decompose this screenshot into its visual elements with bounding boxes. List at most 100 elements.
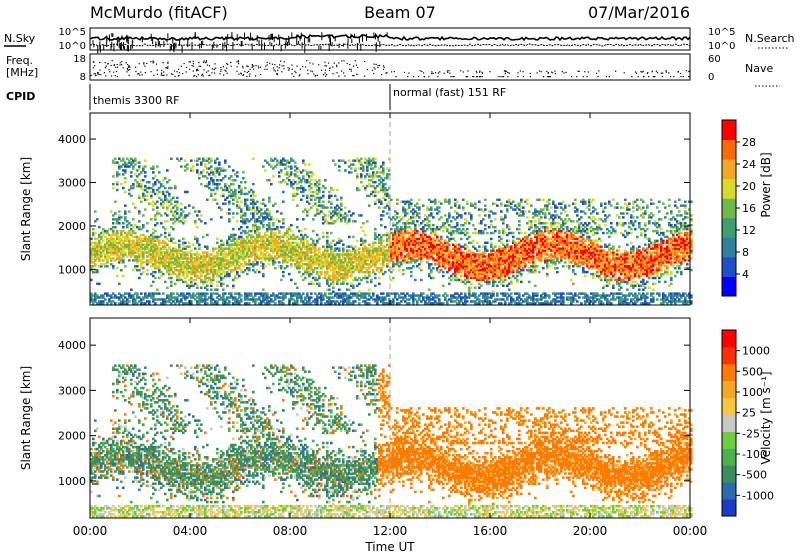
power-cell	[420, 237, 423, 241]
power-cell	[434, 198, 437, 202]
power-cell	[418, 263, 421, 266]
power-cell	[262, 265, 265, 268]
power-cell	[124, 251, 127, 254]
power-cell	[92, 257, 95, 260]
power-cell	[298, 261, 301, 264]
power-cell	[386, 233, 389, 237]
power-cell	[302, 177, 305, 180]
power-cell	[222, 298, 225, 301]
power-cell	[186, 272, 189, 276]
power-cell	[242, 192, 245, 196]
power-cell	[124, 231, 127, 235]
power-cell	[118, 173, 121, 176]
power-cell	[324, 272, 327, 276]
power-cell	[364, 188, 367, 192]
power-cell	[150, 294, 153, 297]
power-cell	[408, 237, 411, 241]
power-cell	[322, 200, 325, 203]
power-cell	[300, 296, 303, 299]
power-cell	[282, 159, 285, 162]
power-cell	[196, 274, 199, 278]
power-cell	[332, 251, 335, 254]
power-cell	[230, 294, 233, 297]
power-cell	[192, 296, 195, 299]
power-cell	[214, 192, 217, 196]
power-cell	[104, 245, 107, 248]
power-cell	[112, 231, 115, 235]
power-cell	[98, 233, 101, 237]
power-cell	[156, 266, 159, 270]
freq-dot	[127, 63, 129, 66]
freq-dot	[288, 68, 290, 70]
power-cell	[328, 214, 331, 217]
power-cell	[134, 257, 137, 260]
power-cell	[132, 251, 135, 254]
power-cell	[226, 263, 229, 266]
power-cell	[344, 161, 347, 164]
power-cell	[290, 159, 293, 162]
power-cell	[254, 243, 257, 246]
power-cell	[138, 255, 141, 258]
power-cell	[198, 245, 201, 248]
power-cell	[242, 259, 245, 262]
power-cell	[202, 270, 205, 274]
power-cell	[294, 241, 297, 245]
power-cell	[322, 216, 325, 219]
power-cell	[232, 255, 235, 258]
power-cell	[298, 255, 301, 258]
power-cell	[344, 216, 347, 219]
power-cell	[238, 296, 241, 299]
power-cell	[146, 263, 149, 266]
power-cell	[322, 194, 325, 198]
freq-dot	[373, 66, 375, 69]
power-cell	[170, 284, 173, 288]
power-cell	[166, 266, 169, 270]
power-cell	[266, 208, 269, 211]
power-cell	[304, 268, 307, 272]
power-cell	[328, 263, 331, 266]
power-cell	[334, 276, 337, 280]
power-cell	[364, 161, 367, 164]
power-cell	[410, 251, 413, 254]
freq-dot	[127, 69, 129, 71]
power-cell	[184, 241, 187, 245]
power-cell	[212, 261, 215, 264]
power-cell	[308, 243, 311, 246]
power-cell	[432, 231, 435, 235]
power-cell	[422, 227, 425, 231]
power-cell	[208, 296, 211, 299]
power-cell	[90, 247, 93, 250]
power-cell	[388, 186, 391, 190]
power-cell	[286, 257, 289, 260]
freq-dot	[647, 72, 649, 74]
power-cell	[188, 294, 191, 297]
power-cell	[354, 278, 357, 282]
power-cell	[172, 292, 175, 295]
power-cell	[364, 249, 367, 252]
power-cell	[140, 300, 143, 303]
power-cell	[240, 300, 243, 303]
power-cell	[276, 218, 279, 221]
power-cell	[222, 282, 225, 286]
power-cell	[144, 247, 147, 250]
power-cell	[288, 161, 291, 164]
freq-dot	[540, 71, 542, 73]
power-cell	[406, 266, 409, 270]
freq-dot	[107, 63, 109, 65]
power-cell	[294, 302, 297, 305]
power-cell	[242, 253, 245, 256]
power-cell	[424, 247, 427, 250]
power-cell	[364, 300, 367, 303]
power-cell	[272, 261, 275, 264]
power-cell	[182, 280, 185, 284]
freq-dot	[677, 70, 679, 73]
power-cell	[254, 222, 257, 225]
power-cell	[270, 237, 273, 241]
power-cell	[120, 261, 123, 264]
power-cell	[432, 259, 435, 262]
power-cell	[316, 204, 319, 207]
power-cell	[238, 196, 241, 200]
power-cell	[200, 270, 203, 274]
power-cell	[382, 173, 385, 176]
power-cell	[170, 296, 173, 299]
